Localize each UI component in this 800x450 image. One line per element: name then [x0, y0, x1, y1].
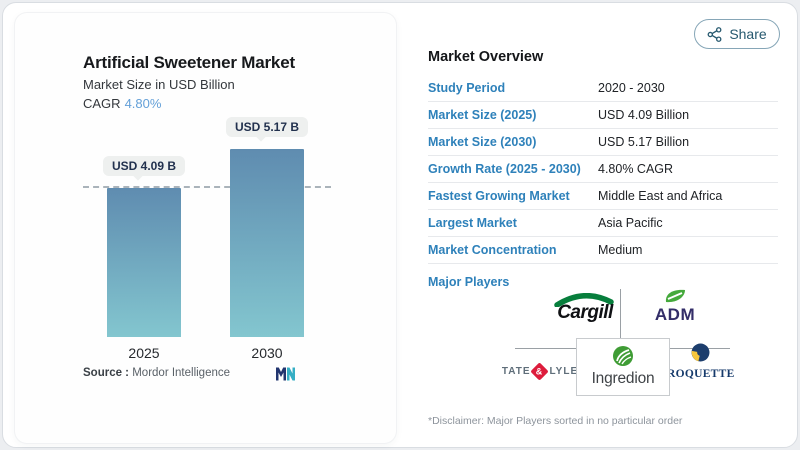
share-button[interactable]: Share: [694, 19, 780, 49]
overview-row: Fastest Growing Market Middle East and Af…: [428, 183, 778, 210]
reference-line: [83, 186, 331, 188]
bar-2030: [230, 149, 304, 337]
bar-group-2025: USD 4.09 B 2025: [102, 123, 186, 361]
overview-row: Largest Market Asia Pacific: [428, 210, 778, 237]
overview-row-label: Market Size (2025): [428, 108, 537, 122]
overview-row-label: Market Size (2030): [428, 135, 537, 149]
roquette-logo: ROQUETTE: [667, 343, 735, 385]
overview-row-value: USD 4.09 Billion: [598, 108, 690, 122]
connector-horizontal-left: [515, 348, 576, 349]
tate-wordmark: TATE: [501, 365, 531, 377]
lyle-wordmark: LYLE: [549, 365, 579, 377]
x-axis-label: 2025: [128, 345, 160, 361]
overview-row-value: 4.80% CAGR: [598, 162, 674, 176]
overview-row-label: Fastest Growing Market: [428, 189, 570, 203]
adm-wordmark: ADM: [654, 305, 696, 324]
bar-plot: USD 4.09 B 2025 USD 5.17 B 2030: [83, 117, 331, 361]
chart-subtitle: Market Size in USD Billion: [83, 77, 235, 92]
share-button-label: Share: [729, 26, 767, 42]
overview-row-value: 2020 - 2030: [598, 81, 665, 95]
cargill-logo: Cargill: [543, 293, 627, 328]
adm-leaf-icon: [662, 289, 688, 308]
tate-lyle-ampersand-icon: &: [530, 361, 550, 381]
overview-table: Study Period 2020 - 2030 Market Size (2025…: [428, 75, 778, 264]
ingredion-wordmark: Ingredion: [591, 370, 655, 387]
overview-heading: Market Overview: [428, 49, 544, 65]
connector-vertical: [620, 289, 621, 338]
tate-lyle-logo: TATE & LYLE: [501, 361, 579, 381]
chart-panel: Artificial Sweetener Market Market Size …: [15, 13, 396, 443]
cagr-value: 4.80%: [124, 96, 162, 111]
overview-row: Growth Rate (2025 - 2030) 4.80% CAGR: [428, 156, 778, 183]
overview-row-value: Medium: [598, 243, 643, 257]
overview-row: Market Size (2030) USD 5.17 Billion: [428, 129, 778, 156]
overview-row-value: USD 5.17 Billion: [598, 135, 690, 149]
overview-row-value: Middle East and Africa: [598, 189, 723, 203]
chart-title: Artificial Sweetener Market: [83, 53, 295, 72]
roquette-circle-icon: [691, 343, 709, 362]
source-label: Source :: [83, 367, 130, 379]
overview-row: Market Concentration Medium: [428, 237, 778, 264]
overview-row: Market Size (2025) USD 4.09 Billion: [428, 102, 778, 129]
source-value: Mordor Intelligence: [132, 367, 231, 379]
adm-logo: ADM: [647, 288, 703, 326]
bar-value-label: USD 4.09 B: [102, 156, 186, 177]
chart-cagr: CAGR 4.80%: [83, 96, 161, 111]
disclaimer-text: *Disclaimer: Major Players sorted in no …: [428, 415, 683, 427]
overview-row-label: Study Period: [428, 81, 506, 95]
mordor-intelligence-logo-icon: [276, 367, 295, 384]
cargill-wordmark: Cargill: [557, 302, 613, 323]
share-icon: [707, 26, 722, 42]
overview-row: Study Period 2020 - 2030: [428, 75, 778, 102]
cagr-label: CAGR: [83, 96, 121, 111]
overview-row-label: Market Concentration: [428, 243, 557, 257]
overview-row-label: Largest Market: [428, 216, 517, 230]
bar-value-label: USD 5.17 B: [225, 117, 309, 137]
source-row: Source : Mordor Intelligence: [83, 367, 295, 381]
roquette-wordmark: ROQUETTE: [667, 368, 735, 380]
bar-2025: [107, 188, 181, 337]
overview-row-label: Growth Rate (2025 - 2030): [428, 162, 581, 176]
x-axis-label: 2030: [251, 345, 283, 361]
major-players-label: Major Players: [428, 275, 510, 289]
ingredion-logo: Ingredion: [576, 338, 670, 396]
ingredion-leaf-icon: [613, 346, 633, 366]
bar-group-2030: USD 5.17 B 2030: [225, 117, 309, 361]
cargill-swoosh-icon: [553, 293, 615, 312]
overview-row-value: Asia Pacific: [598, 216, 663, 230]
